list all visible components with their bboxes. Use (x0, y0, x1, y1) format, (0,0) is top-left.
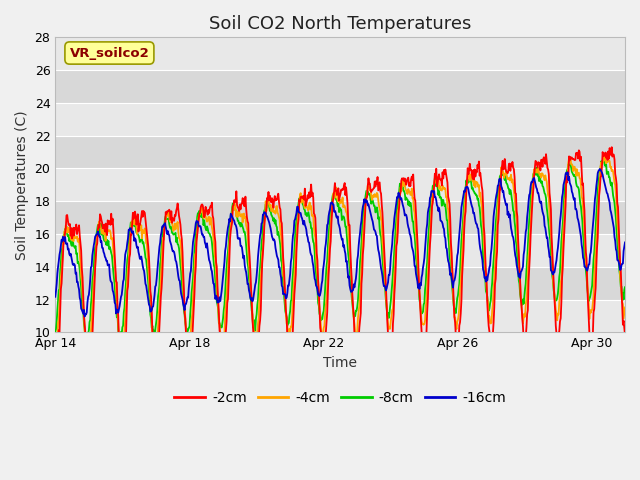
Bar (55, 136, 625, 168)
Title: Soil CO2 North Temperatures: Soil CO2 North Temperatures (209, 15, 471, 33)
X-axis label: Time: Time (323, 356, 357, 370)
Bar (55, 234, 625, 267)
Text: VR_soilco2: VR_soilco2 (70, 47, 149, 60)
Bar (55, 168, 625, 201)
Bar (55, 267, 625, 300)
Bar (55, 300, 625, 333)
Bar (55, 37, 625, 70)
Bar (55, 201, 625, 234)
Legend: -2cm, -4cm, -8cm, -16cm: -2cm, -4cm, -8cm, -16cm (169, 385, 511, 410)
Y-axis label: Soil Temperatures (C): Soil Temperatures (C) (15, 110, 29, 260)
Bar (55, 70, 625, 103)
Bar (55, 103, 625, 136)
